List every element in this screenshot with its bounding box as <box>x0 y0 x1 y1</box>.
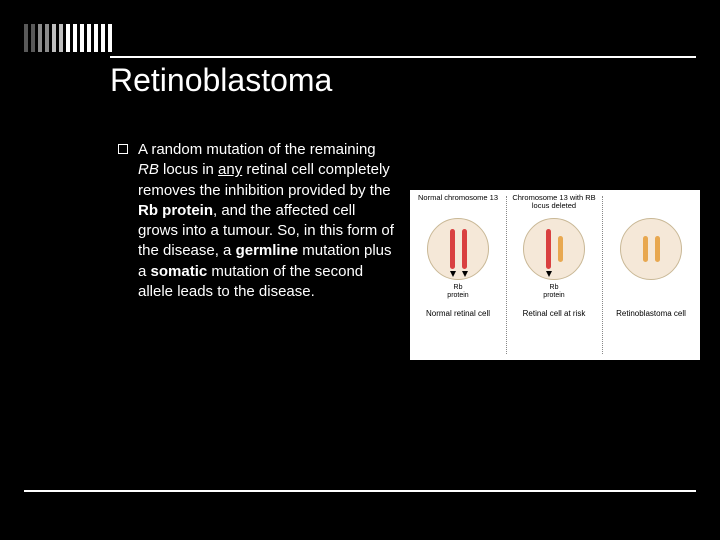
tick <box>66 24 70 52</box>
tick <box>80 24 84 52</box>
chromosome-deleted-icon <box>655 236 660 262</box>
figure-panel-retinoblastoma: Retinoblastoma cell <box>602 190 700 360</box>
figure-panel-normal: Normal chromosome 13 Rb protein Normal r… <box>410 190 506 360</box>
chromosome-icon <box>450 229 455 269</box>
cell-circle <box>523 218 585 280</box>
chromosome-deleted-icon <box>558 236 563 262</box>
arrow-down-icon <box>546 271 552 277</box>
chromosome-deleted-icon <box>643 236 648 262</box>
text: locus in <box>159 161 218 178</box>
text: Rb <box>454 284 463 291</box>
panel-header: Normal chromosome 13 <box>416 194 500 212</box>
rb-figure: Normal chromosome 13 Rb protein Normal r… <box>410 190 700 360</box>
bullet-icon <box>118 144 128 154</box>
tick <box>108 24 112 52</box>
text: A random mutation of the remaining <box>138 141 376 158</box>
germline-bold: germline <box>236 242 299 259</box>
tick <box>94 24 98 52</box>
tick <box>101 24 105 52</box>
title-rule <box>110 56 696 58</box>
tick <box>59 24 63 52</box>
any-underline: any <box>218 161 242 178</box>
rb-locus-em: RB <box>138 161 159 178</box>
somatic-bold: somatic <box>151 263 208 280</box>
text: protein <box>447 292 468 299</box>
tick <box>87 24 91 52</box>
text: Rb <box>550 284 559 291</box>
arrow-down-icon <box>462 271 468 277</box>
tick <box>24 24 28 52</box>
figure-panel-at-risk: Chromosome 13 with RB locus deleted Rb p… <box>506 190 602 360</box>
footer-rule <box>24 490 696 492</box>
arrow-down-icon <box>450 271 456 277</box>
body-text-block: A random mutation of the remaining RB lo… <box>138 140 398 302</box>
slide-title: Retinoblastoma <box>110 62 332 99</box>
cell-circle <box>620 218 682 280</box>
cell-label: Retinal cell at risk <box>519 309 590 318</box>
body-paragraph: A random mutation of the remaining RB lo… <box>138 140 398 302</box>
chromosome-icon <box>462 229 467 269</box>
tick <box>38 24 42 52</box>
corner-ticks <box>24 24 112 52</box>
text: protein <box>543 292 564 299</box>
protein-label <box>650 284 652 299</box>
protein-label: Rb protein <box>447 284 468 299</box>
cell-label: Retinoblastoma cell <box>612 309 690 318</box>
panel-header: Chromosome 13 with RB locus deleted <box>506 194 602 212</box>
tick <box>73 24 77 52</box>
tick <box>45 24 49 52</box>
cell-circle <box>427 218 489 280</box>
panel-header <box>649 194 653 212</box>
cell-label: Normal retinal cell <box>422 309 494 318</box>
rb-protein-bold: Rb protein <box>138 202 213 219</box>
protein-label: Rb protein <box>543 284 564 299</box>
tick <box>31 24 35 52</box>
tick <box>52 24 56 52</box>
chromosome-icon <box>546 229 551 269</box>
